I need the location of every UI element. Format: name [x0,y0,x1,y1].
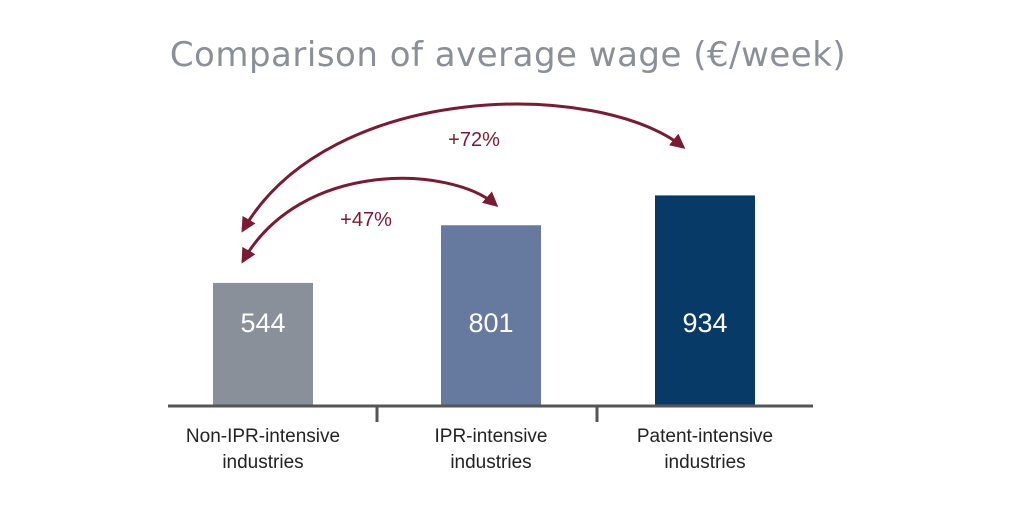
bar-value-label-2: 801 [468,308,513,338]
category-label-3-line-1: Patent-intensive [637,426,773,447]
comparison-label-2: +72% [448,129,500,151]
category-label-1-line-2: industries [222,452,303,473]
category-label-1-line-1: Non-IPR-intensive [186,426,340,447]
chart-title: Comparison of average wage (€/week) [170,35,846,75]
bar-value-label-3: 934 [682,308,727,338]
bar-1 [213,282,313,405]
category-label-2-line-1: IPR-intensive [435,426,548,447]
category-label-3-line-2: industries [664,452,745,473]
comparison-arrow-2 [241,102,686,233]
bar-value-label-1: 544 [240,308,285,338]
category-label-2-line-2: industries [450,452,531,473]
bar-3 [655,195,755,405]
comparison-label-1: +47% [340,209,392,231]
